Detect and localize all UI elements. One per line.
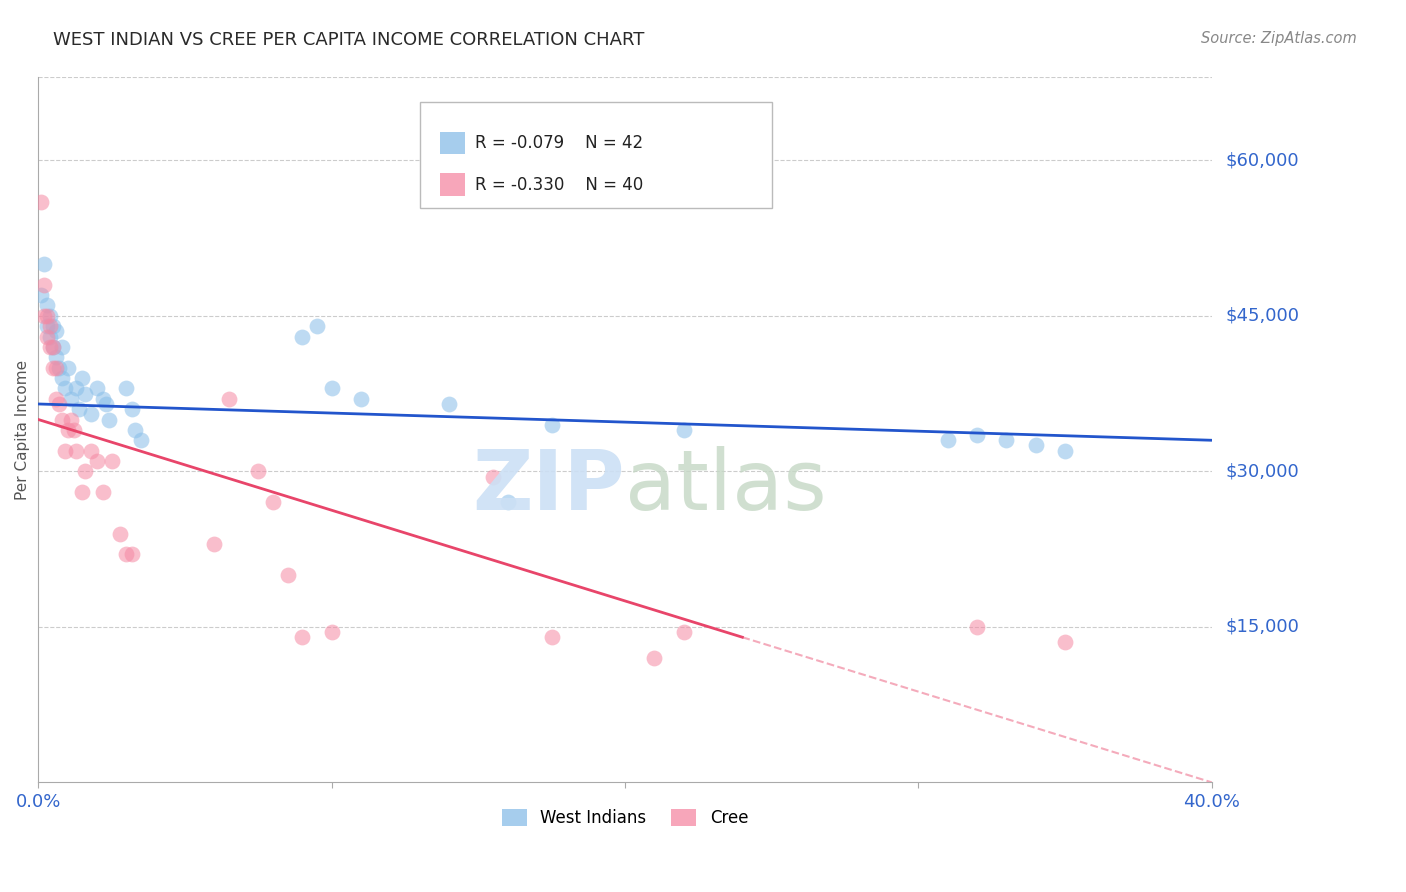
Point (72, 371, 94, 385)
Text: $15,000: $15,000 (1226, 618, 1299, 636)
Point (51, 371, 73, 385)
Point (437, 397, 460, 411)
Point (62, 423, 84, 437)
Point (121, 547, 143, 561)
Point (45, 351, 67, 365)
Bar (440, 173, 465, 196)
Point (218, 392, 240, 406)
Point (124, 423, 146, 437)
Text: R = -0.330    N = 40: R = -0.330 N = 40 (475, 176, 643, 194)
Point (75, 464, 97, 478)
Point (42, 360, 65, 375)
Point (32, 257, 55, 271)
Point (672, 625, 695, 640)
Legend: West Indians, Cree: West Indians, Cree (495, 803, 755, 834)
Point (56, 360, 79, 375)
Point (1054, 443, 1077, 458)
Point (121, 402, 143, 417)
Point (643, 651, 665, 665)
Point (48, 397, 70, 411)
Point (936, 434, 959, 448)
Point (42, 340, 65, 354)
Point (45, 325, 67, 339)
Point (53, 443, 76, 458)
Point (496, 495, 519, 509)
Point (59, 392, 82, 406)
Point (80, 443, 103, 458)
Point (86, 381, 108, 395)
Point (350, 392, 373, 406)
Point (65, 381, 87, 395)
Point (37, 309, 59, 323)
Point (37, 298, 59, 312)
Point (995, 434, 1018, 448)
Point (97, 412, 120, 426)
Text: $45,000: $45,000 (1226, 307, 1299, 325)
Point (45, 360, 67, 375)
Text: Source: ZipAtlas.com: Source: ZipAtlas.com (1201, 31, 1357, 46)
Point (86, 454, 108, 468)
Point (262, 495, 284, 509)
Point (672, 423, 695, 437)
Text: $60,000: $60,000 (1226, 152, 1299, 169)
Point (91, 485, 114, 500)
Text: WEST INDIAN VS CREE PER CAPITA INCOME CORRELATION CHART: WEST INDIAN VS CREE PER CAPITA INCOME CO… (53, 31, 645, 49)
Point (30, 288, 52, 302)
Point (1025, 438, 1047, 452)
Point (30, 194, 52, 209)
Point (321, 625, 343, 640)
Point (42, 340, 65, 354)
Point (32, 277, 55, 292)
Point (1054, 635, 1077, 649)
Point (247, 464, 270, 478)
Point (291, 329, 314, 343)
Point (51, 412, 73, 426)
Point (56, 423, 79, 437)
Point (59, 412, 82, 426)
Point (540, 417, 562, 432)
Y-axis label: Per Capita Income: Per Capita Income (15, 359, 30, 500)
Point (39, 340, 62, 354)
Point (91, 392, 114, 406)
Point (65, 443, 87, 458)
Point (277, 568, 299, 582)
Point (75, 386, 97, 401)
Text: $30,000: $30,000 (1226, 462, 1299, 481)
Point (94, 397, 117, 411)
Point (45, 392, 67, 406)
Point (129, 434, 152, 448)
Point (115, 547, 138, 561)
Text: R = -0.079    N = 42: R = -0.079 N = 42 (475, 134, 643, 153)
Point (966, 620, 988, 634)
Point (39, 319, 62, 334)
Point (48, 360, 70, 375)
Point (540, 630, 562, 644)
Point (100, 454, 122, 468)
Point (39, 309, 62, 323)
Point (482, 469, 505, 483)
Point (42, 319, 65, 334)
Point (51, 340, 73, 354)
Text: ZIP: ZIP (472, 446, 626, 527)
Point (72, 485, 94, 500)
Point (53, 381, 76, 395)
FancyBboxPatch shape (419, 102, 772, 208)
Point (115, 381, 138, 395)
Text: atlas: atlas (626, 446, 827, 527)
Point (37, 329, 59, 343)
Bar (440, 132, 465, 154)
Point (67, 402, 90, 417)
Point (80, 408, 103, 422)
Point (39, 329, 62, 343)
Point (291, 630, 314, 644)
Point (202, 537, 225, 551)
Point (37, 319, 59, 334)
Point (321, 381, 343, 395)
Point (32, 309, 55, 323)
Point (110, 526, 132, 541)
Point (966, 428, 988, 442)
Point (305, 319, 328, 334)
